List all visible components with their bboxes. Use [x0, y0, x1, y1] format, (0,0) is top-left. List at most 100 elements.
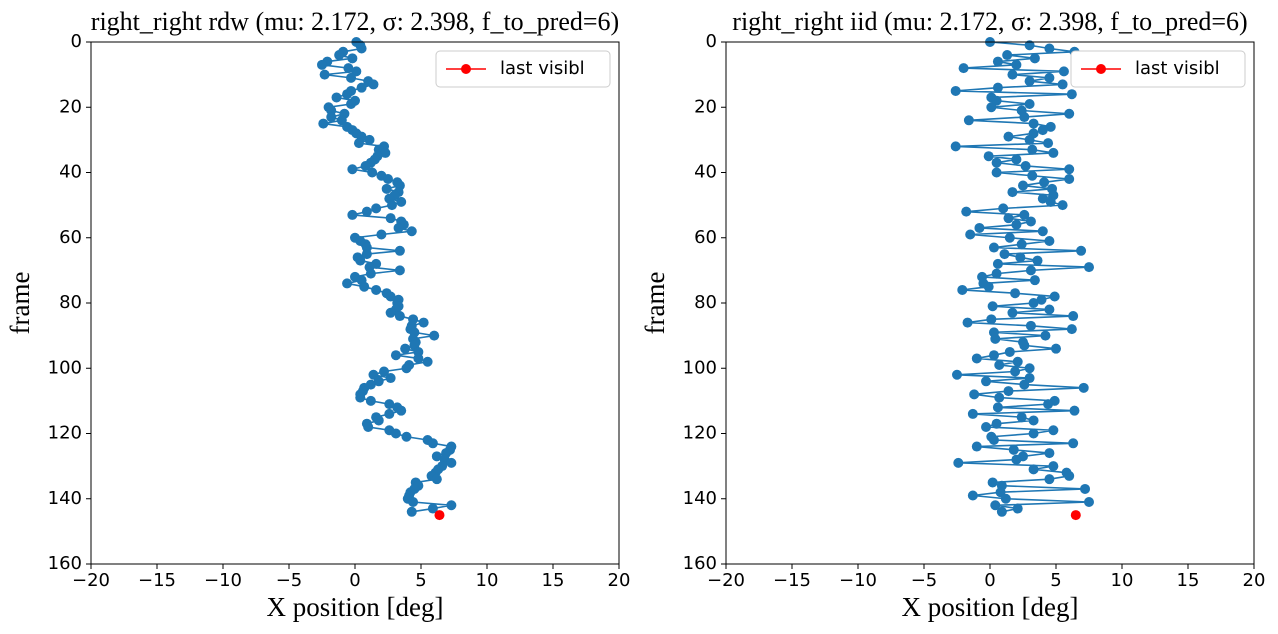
x-tick-label: −20 — [72, 570, 110, 591]
point — [1064, 164, 1075, 175]
point — [1028, 298, 1039, 308]
point — [390, 428, 401, 439]
point — [1044, 304, 1055, 315]
point — [1020, 160, 1031, 171]
point — [992, 56, 1003, 67]
point — [1049, 291, 1060, 302]
point — [360, 160, 371, 171]
point — [1004, 346, 1015, 357]
x-tick-label: −5 — [276, 570, 303, 591]
point — [380, 147, 391, 158]
point — [981, 421, 992, 432]
x-tick-label: 0 — [349, 570, 360, 591]
point — [1039, 177, 1050, 188]
point — [386, 200, 397, 211]
point — [1007, 187, 1018, 198]
point — [983, 151, 994, 162]
y-tick-label: 120 — [48, 423, 82, 444]
point — [427, 438, 438, 449]
point — [996, 506, 1007, 517]
point — [1037, 226, 1048, 237]
point — [1044, 448, 1055, 459]
y-tick-label: 160 — [48, 553, 82, 574]
point — [990, 333, 1001, 344]
point — [1024, 363, 1035, 374]
point — [986, 314, 997, 325]
y-tick-label: 0 — [71, 31, 82, 52]
point — [1019, 209, 1030, 220]
point — [1080, 483, 1091, 494]
y-tick-label: 120 — [683, 423, 717, 444]
point — [1012, 356, 1023, 367]
point — [1048, 461, 1059, 472]
x-tick-label: 15 — [542, 570, 565, 591]
point — [1011, 219, 1022, 230]
point — [418, 317, 429, 328]
point — [1010, 366, 1021, 377]
axes-frame — [90, 41, 620, 565]
point — [318, 118, 329, 129]
point — [1024, 134, 1035, 145]
x-tick-label: −20 — [707, 570, 745, 591]
point — [1028, 118, 1039, 129]
point — [1048, 425, 1059, 436]
point — [1069, 405, 1080, 416]
point — [413, 353, 424, 364]
point — [1011, 454, 1022, 465]
point — [385, 213, 396, 224]
point — [1036, 294, 1047, 305]
point — [346, 98, 357, 109]
point — [994, 392, 1005, 403]
legend-marker — [461, 64, 471, 74]
point — [317, 59, 327, 70]
point — [429, 330, 440, 341]
y-tick-label: 100 — [48, 357, 82, 378]
point — [346, 72, 357, 83]
point — [1037, 125, 1048, 136]
point — [969, 389, 980, 400]
point — [1064, 108, 1075, 119]
legend-marker — [1096, 64, 1106, 74]
point — [987, 301, 998, 312]
point — [406, 506, 417, 517]
point — [992, 82, 1003, 93]
point — [1066, 89, 1077, 100]
point — [981, 376, 992, 387]
point — [343, 63, 354, 74]
x-tick-label: 5 — [415, 570, 426, 591]
point — [356, 82, 367, 93]
point — [431, 474, 442, 485]
point — [326, 112, 337, 123]
point — [361, 206, 372, 217]
point — [406, 226, 417, 237]
point — [1008, 444, 1019, 455]
point — [1064, 174, 1075, 185]
point — [393, 222, 404, 233]
point — [1010, 288, 1021, 299]
point — [1018, 180, 1028, 191]
y-tick-label: 140 — [683, 488, 717, 509]
point — [384, 408, 395, 419]
point — [998, 203, 1009, 214]
point — [1025, 216, 1036, 227]
point — [1000, 493, 1011, 504]
y-tick-label: 40 — [694, 162, 717, 183]
point — [347, 53, 358, 64]
point — [953, 457, 964, 468]
point — [353, 138, 364, 149]
point — [355, 392, 366, 403]
point — [373, 376, 384, 387]
point — [1045, 196, 1056, 207]
point — [1011, 59, 1022, 70]
point — [1057, 79, 1068, 90]
x-tick-label: 20 — [608, 570, 631, 591]
point — [1044, 474, 1055, 485]
point — [1043, 138, 1054, 149]
point — [1002, 50, 1013, 61]
point — [365, 268, 376, 279]
point — [355, 255, 366, 266]
chart-title: right_right iid (mu: 2.172, σ: 2.398, f_… — [732, 7, 1247, 36]
y-tick-label: 60 — [694, 227, 717, 248]
point — [394, 311, 405, 322]
point — [961, 206, 972, 217]
